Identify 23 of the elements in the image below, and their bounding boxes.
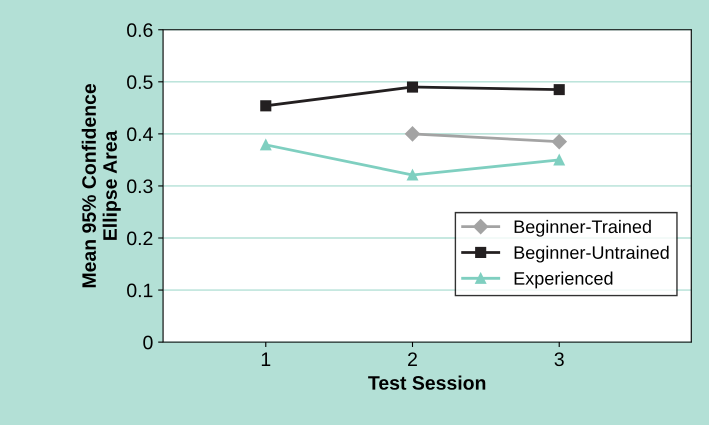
point <box>404 126 420 142</box>
point <box>554 154 565 166</box>
point <box>406 169 418 181</box>
legend-label: Experienced <box>514 272 612 288</box>
y-tick-label: 0.4 <box>127 127 153 142</box>
y-tick-label: 0 <box>143 336 153 350</box>
y-tick-label: 0.5 <box>127 75 153 90</box>
legend-label: Beginner-Trained <box>514 220 651 237</box>
x-tick-label: 1 <box>262 352 270 366</box>
y-axis-title: Mean 95% Confidence Ellipse Area <box>82 84 121 288</box>
point <box>552 134 567 150</box>
y-tick-label: 0.6 <box>127 23 152 37</box>
x-axis-title: Test Session <box>368 376 486 390</box>
point <box>260 100 272 112</box>
legend-label: Beginner-Untrained <box>514 246 669 263</box>
x-tick-label: 2 <box>408 352 417 366</box>
point <box>554 84 565 96</box>
y-tick-label: 0.1 <box>127 284 152 298</box>
x-tick-label: 3 <box>554 352 564 366</box>
y-tick-label: 0.3 <box>127 179 152 194</box>
point <box>406 81 418 93</box>
point <box>260 139 272 150</box>
y-tick-label: 0.2 <box>127 231 152 246</box>
